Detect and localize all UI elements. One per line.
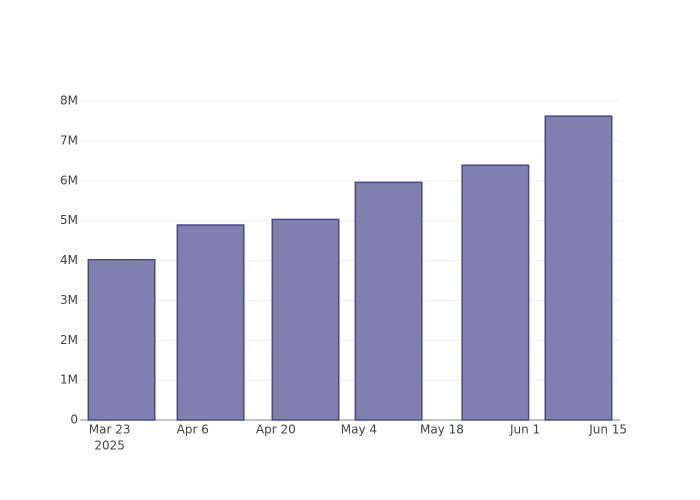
y-tick-label: 6M (60, 173, 78, 187)
x-tick-label: Jun 15 (588, 423, 627, 437)
x-tick-label: May 18 (420, 423, 464, 437)
y-tick-label: 2M (60, 333, 78, 347)
x-tick-label: Mar 23 (89, 423, 131, 437)
x-year-label: 2025 (94, 439, 125, 453)
x-tick-label: Jun 1 (509, 423, 540, 437)
bar (271, 218, 340, 421)
bar (544, 115, 613, 421)
bar (176, 224, 245, 421)
bar (461, 164, 530, 421)
x-tick-label: Apr 6 (177, 423, 209, 437)
y-tick-label: 0 (70, 413, 78, 427)
bar (354, 181, 423, 421)
y-tick-label: 5M (60, 213, 78, 227)
y-tick-label: 7M (60, 133, 78, 147)
y-tick-label: 4M (60, 253, 78, 267)
y-tick-label: 8M (60, 94, 78, 108)
x-tick-label: May 4 (341, 423, 377, 437)
bar (87, 258, 156, 421)
y-tick-label: 3M (60, 293, 78, 307)
x-tick-label: Apr 20 (256, 423, 296, 437)
y-tick-label: 1M (60, 373, 78, 387)
